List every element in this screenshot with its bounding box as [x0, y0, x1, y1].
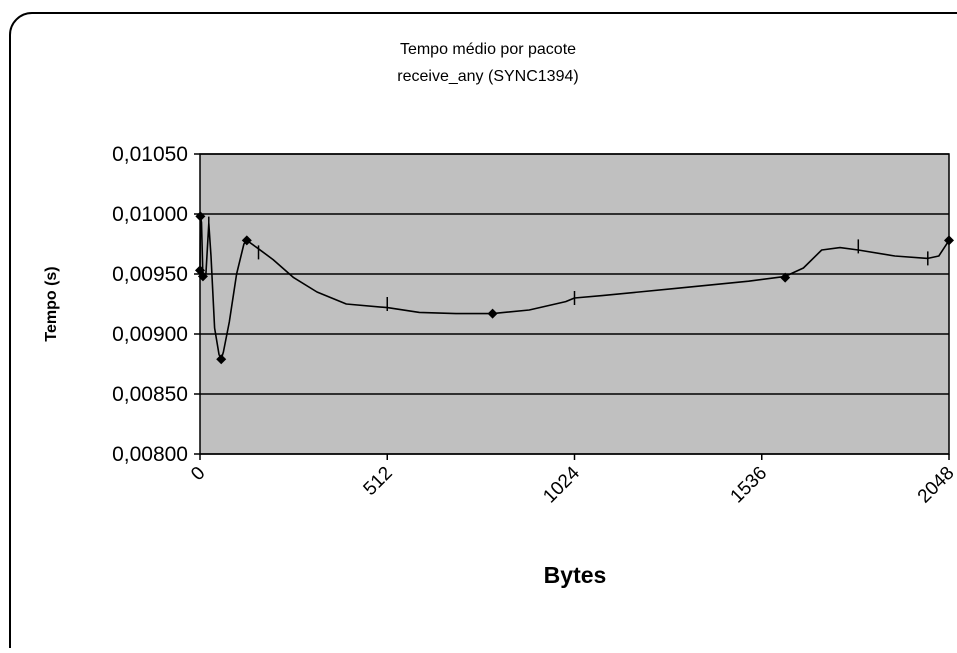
diamond-marker — [197, 271, 208, 282]
chart-title-line-1: Tempo médio por pacote — [400, 41, 576, 58]
diamond-marker — [195, 211, 206, 222]
y-tick-label: 0,01050 — [112, 143, 188, 166]
marker-group — [195, 211, 954, 365]
y-tick-label: 0,00850 — [112, 383, 188, 406]
diamond-marker — [780, 272, 791, 283]
diamond-marker — [216, 354, 227, 365]
diamond-marker — [487, 308, 498, 319]
y-tick-label: 0,01000 — [112, 203, 188, 226]
y-tick-label: 0,00900 — [112, 323, 188, 346]
y-axis-ticks: 0,01050 0,01000 0,00950 0,00900 0,00850 0,008… — [112, 143, 200, 466]
y-axis-title: Tempo (s) — [43, 266, 60, 341]
y-tick-label: 0,00950 — [112, 263, 188, 286]
chart-title-line-2: receive_any (SYNC1394) — [397, 68, 578, 85]
y-tick-label: 0,00800 — [112, 443, 188, 466]
x-axis-title: Bytes — [544, 562, 607, 588]
diamond-marker — [241, 235, 252, 246]
diamond-marker — [944, 235, 954, 246]
